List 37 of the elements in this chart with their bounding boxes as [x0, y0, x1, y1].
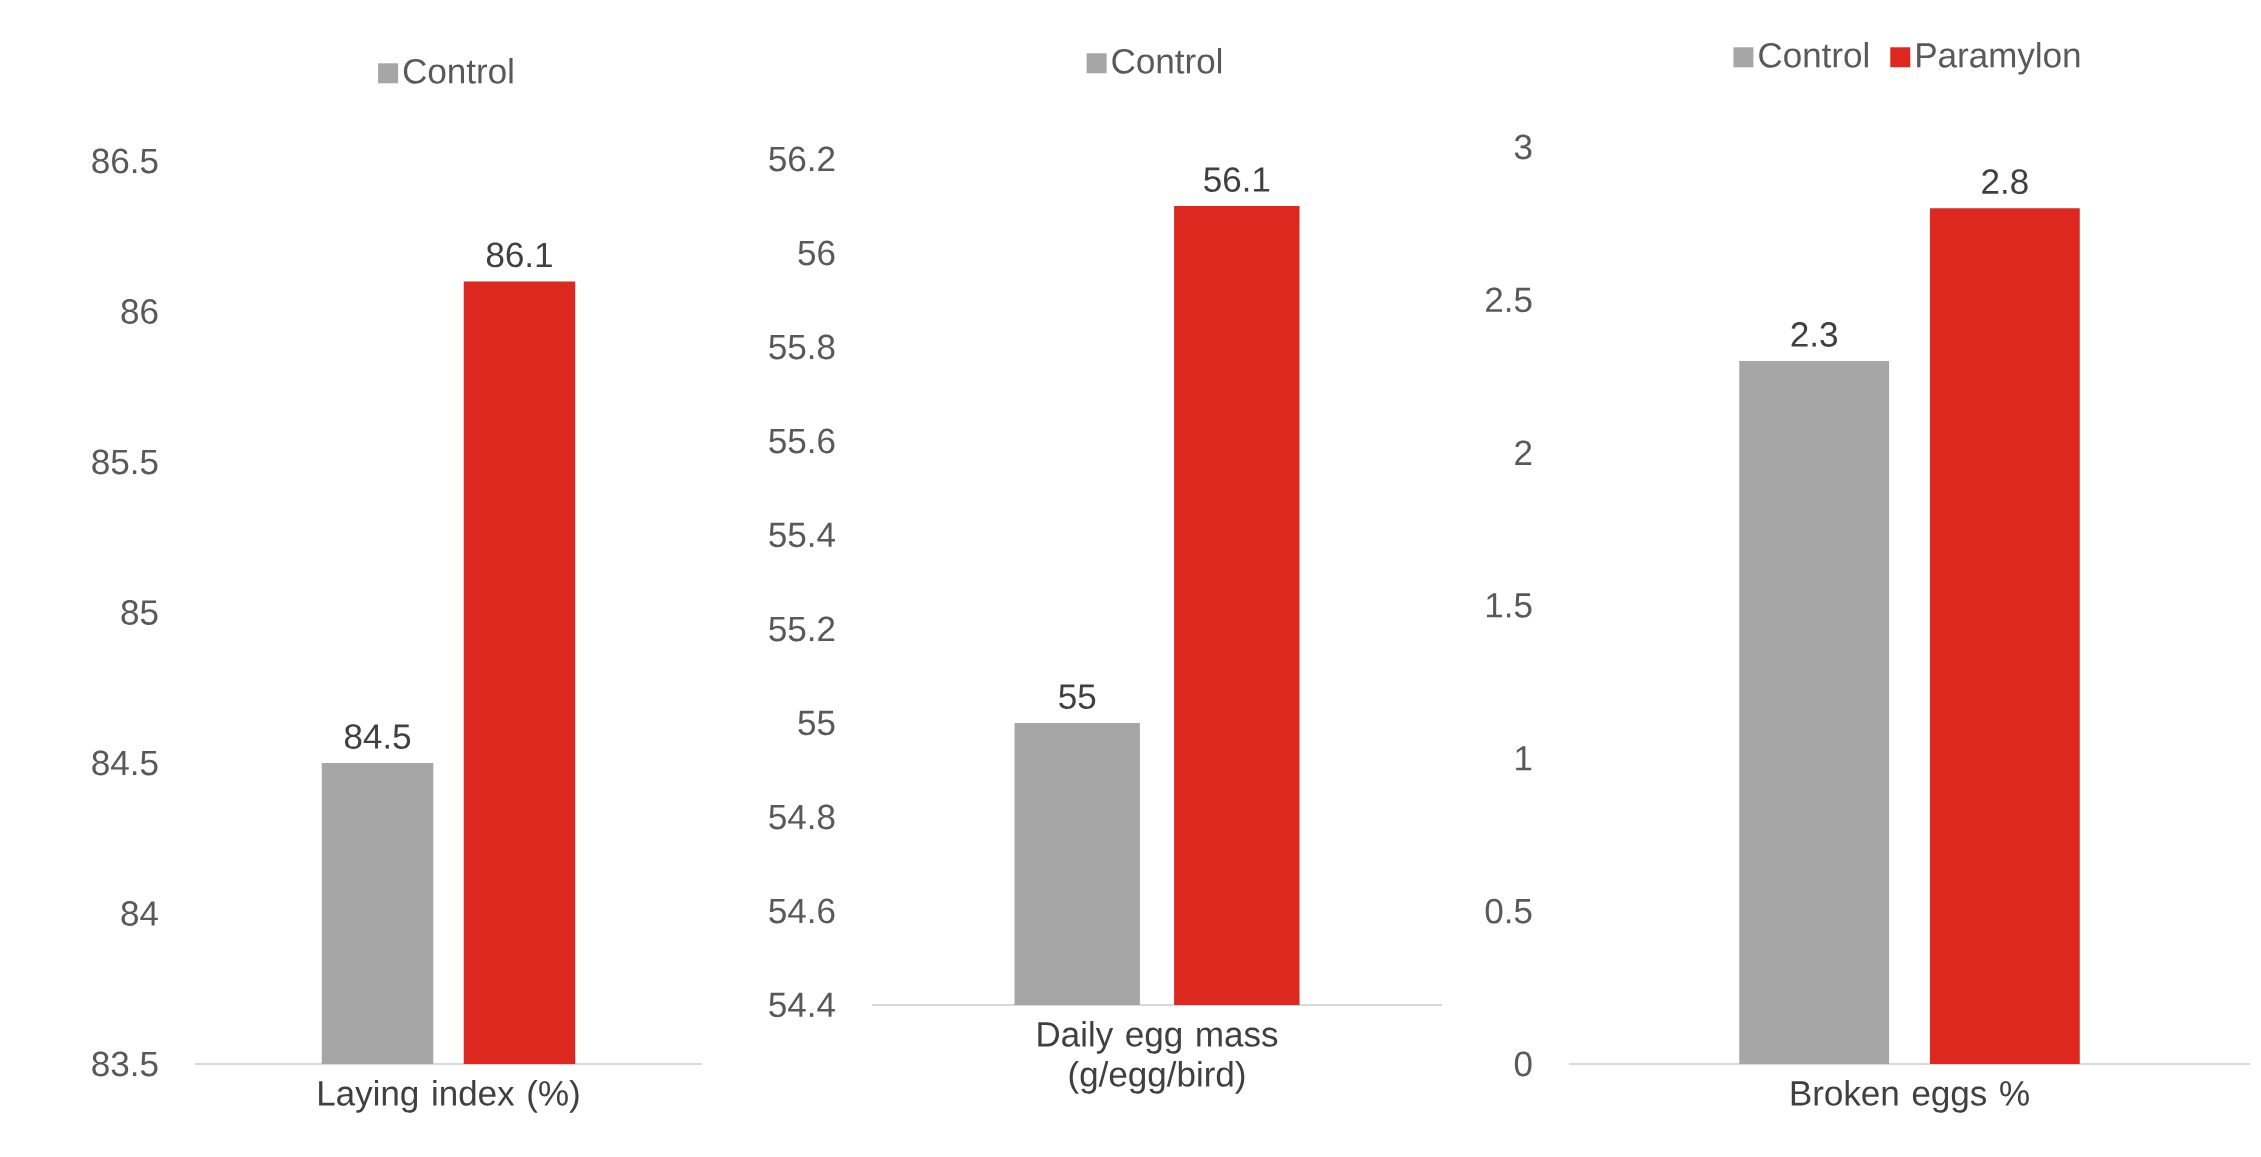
data-label: 2.8: [1982, 169, 2028, 195]
x-tick-label: Daily egg mass (g/egg/bird): [1038, 1021, 1278, 1094]
y-tick-label: 85.5: [92, 449, 158, 475]
data-label: 84.5: [344, 724, 411, 749]
data-label: 56.1: [1204, 167, 1270, 192]
y-tick-label: 54.4: [769, 992, 835, 1018]
y-tick-label: 55.8: [769, 334, 835, 360]
y-tick-label: 83.5: [92, 1051, 158, 1077]
legend-label: Paramylon: [1917, 41, 2080, 75]
y-tick-label: 55.4: [769, 522, 835, 548]
y-tick-label: 84.5: [92, 750, 158, 776]
y-tick-label: 86: [121, 299, 158, 324]
legend-label: Control: [1112, 47, 1222, 74]
y-tick-label: 1: [1516, 746, 1532, 771]
y-tick-label: 0.5: [1485, 898, 1532, 924]
y-tick-label: 55: [798, 710, 835, 736]
data-label: 2.3: [1791, 322, 1837, 347]
data-label: 55: [1059, 684, 1096, 709]
y-tick-label: 86.5: [92, 148, 158, 174]
legend-label: Control: [403, 57, 513, 84]
y-tick-label: 54.6: [769, 898, 835, 924]
x-tick-label: Broken eggs %: [1791, 1080, 2029, 1113]
y-tick-label: 55.6: [769, 428, 835, 454]
x-tick-label: Laying index (%): [319, 1080, 579, 1113]
y-tick-label: 2.5: [1486, 287, 1532, 313]
y-tick-label: 54.8: [769, 804, 835, 830]
y-tick-label: 0: [1514, 1051, 1532, 1077]
y-tick-label: 55.2: [769, 616, 835, 642]
y-tick-label: 2: [1515, 440, 1532, 465]
y-tick-label: 84: [121, 901, 158, 926]
legend-label: Control: [1759, 41, 1868, 68]
data-label: 86.1: [486, 242, 552, 268]
y-tick-label: 3: [1514, 134, 1532, 160]
y-tick-label: 56.2: [769, 146, 835, 172]
y-tick-label: 1.5: [1486, 593, 1532, 618]
y-tick-label: 85: [121, 600, 158, 625]
y-tick-label: 56: [798, 240, 835, 266]
